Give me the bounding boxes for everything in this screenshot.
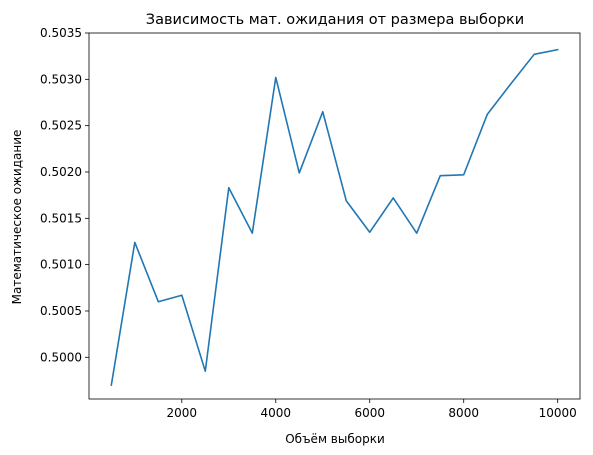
- x-tick-label: 4000: [260, 406, 291, 420]
- y-axis: 0.5000 0.5005 0.5010 0.5015 0.5020 0.5025 0.50…: [40, 26, 89, 364]
- y-tick-label: 0.5015: [40, 211, 82, 225]
- chart-title: Зависимость мат. ожидания от размера выб…: [146, 12, 524, 28]
- x-axis: 2000 4000 6000 8000 10000: [167, 399, 577, 420]
- y-tick-label: 0.5035: [40, 26, 82, 40]
- series-line: [110, 48, 559, 387]
- y-tick-label: 0.5000: [40, 350, 82, 364]
- y-tick-label: 0.5020: [40, 165, 82, 179]
- y-axis-label: Математическое ожидание: [10, 130, 24, 305]
- series-layer: [110, 48, 559, 387]
- x-tick-label: 10000: [539, 406, 577, 420]
- y-tick-label: 0.5030: [40, 72, 82, 86]
- plot-area: [88, 32, 581, 400]
- x-axis-label: Объём выборки: [285, 432, 385, 446]
- x-tick-label: 8000: [448, 406, 479, 420]
- plot-frame: [88, 32, 581, 400]
- y-tick-label: 0.5005: [40, 304, 82, 318]
- x-tick-label: 2000: [167, 406, 198, 420]
- y-tick-label: 0.5010: [40, 258, 82, 272]
- y-tick-label: 0.5025: [40, 119, 82, 133]
- x-tick-label: 6000: [354, 406, 385, 420]
